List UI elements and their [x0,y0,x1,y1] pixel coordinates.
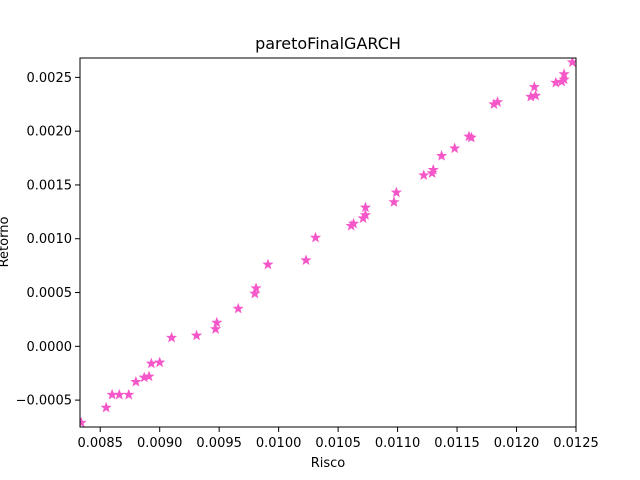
x-tick-label: 0.0090 [137,436,183,451]
data-point [166,331,178,343]
y-tick-label: 0.0010 [27,232,73,247]
y-tick-label: 0.0005 [27,286,73,301]
x-tick-label: 0.0120 [494,436,540,451]
data-point [558,73,570,85]
data-point [359,201,372,213]
plot-frame [79,57,577,428]
data-point [528,81,540,92]
data-point [232,302,244,314]
data-point [80,416,87,427]
x-tick-label: 0.0115 [434,436,480,451]
data-point [130,375,142,387]
x-tick-label: 0.0125 [553,436,599,451]
x-tick-label: 0.0105 [315,436,361,451]
data-point [348,217,360,229]
y-tick-label: 0.0025 [27,71,73,86]
data-point [388,196,400,207]
data-points [80,58,576,427]
data-point [558,68,570,79]
data-point [436,150,448,161]
data-point [491,96,504,107]
y-tick-label: 0.0015 [27,178,73,193]
x-axis-ticks: 0.0085 0.0090 0.0095 0.0100 0.0105 0.0110 0.01… [77,427,599,451]
y-axis-ticks: −0.0005 0.0000 0.0005 0.0010 0.0015 0.0020 0.0… [16,71,80,409]
data-point [211,316,223,328]
data-point [113,388,125,400]
data-point [262,258,274,270]
data-point [123,388,135,400]
data-point [250,282,262,293]
x-tick-label: 0.0085 [77,436,123,451]
data-point [390,186,402,198]
data-point [210,323,222,334]
data-point [100,401,112,413]
y-tick-label: 0.0000 [27,340,73,355]
data-point [529,89,542,101]
data-point [566,58,576,68]
data-point [449,142,461,154]
y-axis-label: Retorno [0,217,12,268]
data-point [143,370,155,382]
y-tick-label: 0.0020 [27,125,73,140]
y-tick-label: −0.0005 [16,394,72,409]
data-point [190,329,203,341]
data-point [145,357,157,369]
x-axis-label: Risco [311,456,346,471]
data-point [359,209,372,220]
x-tick-label: 0.0100 [256,436,302,451]
data-point [427,164,439,175]
data-point [465,131,477,143]
x-tick-label: 0.0110 [375,436,421,451]
data-point [418,169,430,181]
data-point [154,356,166,368]
data-point [300,254,312,265]
data-point [309,231,322,243]
chart-title: paretoFinalGARCH [255,34,401,53]
x-tick-label: 0.0095 [196,436,242,451]
